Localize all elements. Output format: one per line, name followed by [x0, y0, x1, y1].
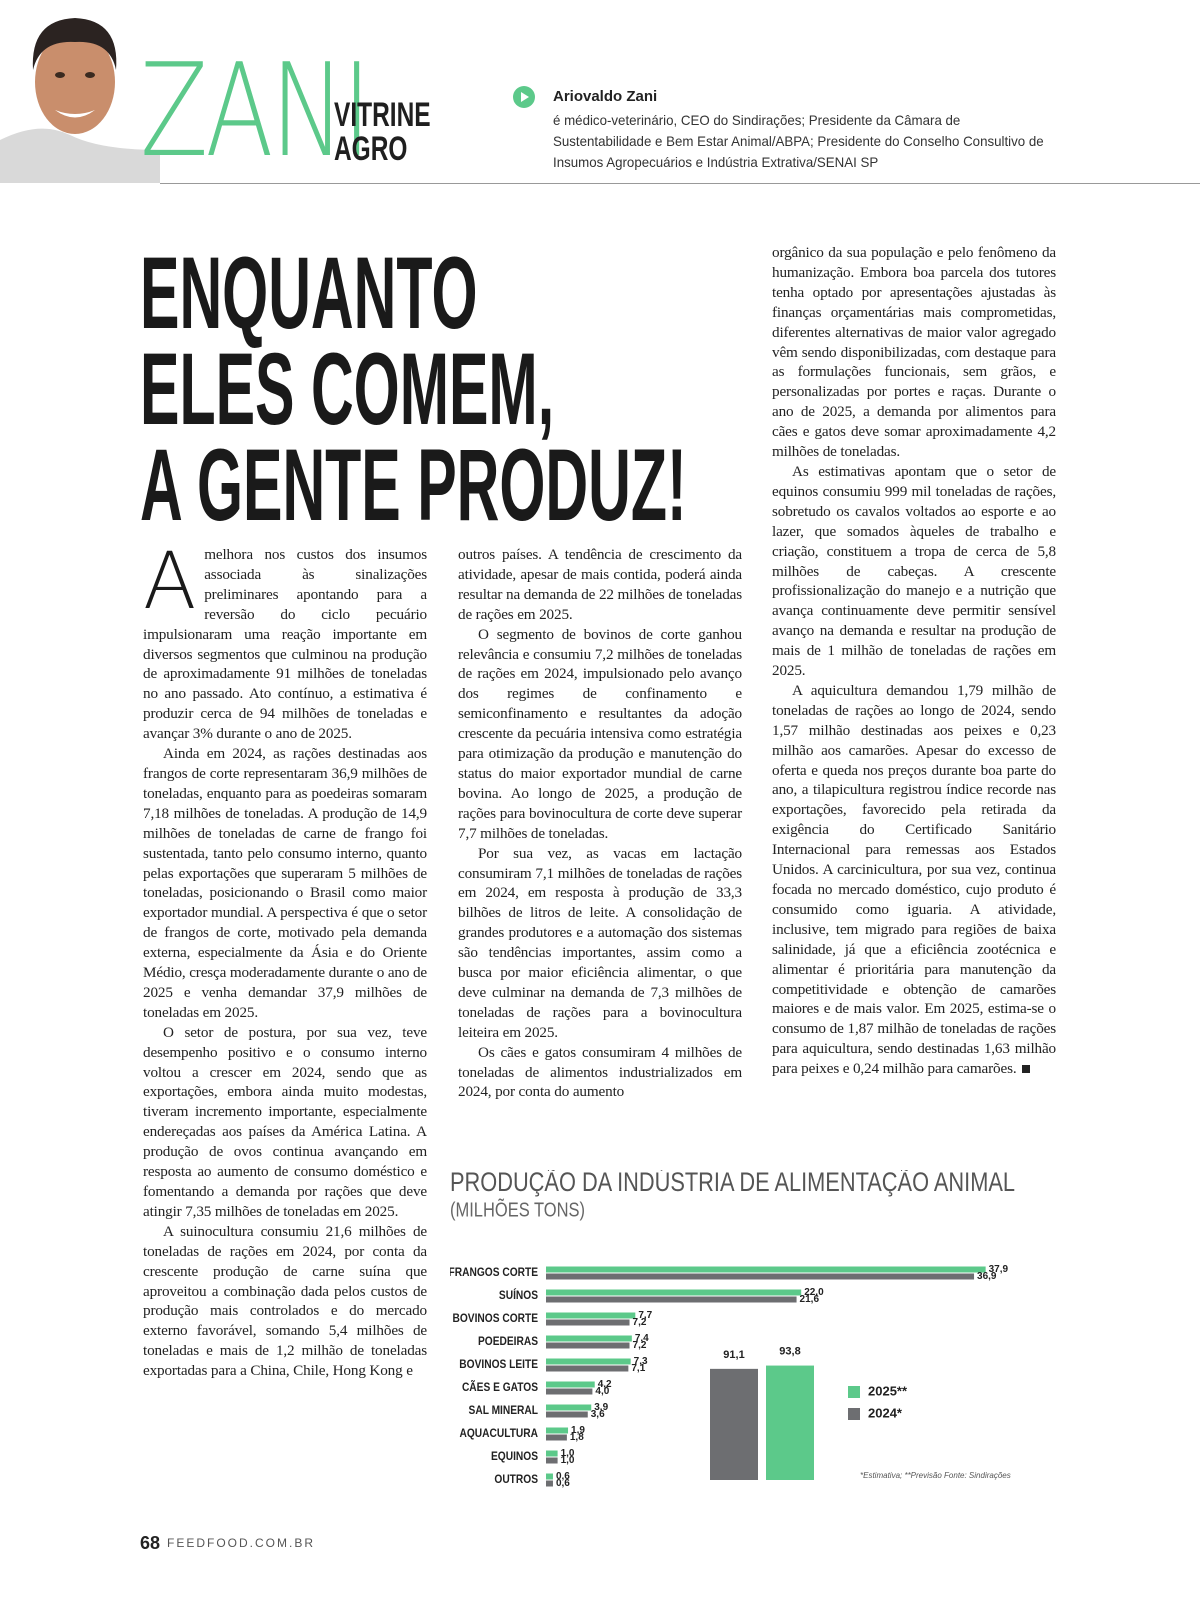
- bar: [546, 1319, 630, 1326]
- paragraph: A melhora nos custos dos insumos associa…: [143, 537, 427, 743]
- text-column: A melhora nos custos dos insumos associa…: [143, 537, 427, 1381]
- value-label: 7,3: [634, 1356, 648, 1367]
- paragraph: Os cães e gatos consumiram 4 milhões de …: [458, 1043, 742, 1101]
- category-label: BOVINOS CORTE: [453, 1312, 538, 1325]
- author-photo: [0, 0, 160, 183]
- bar: [546, 1342, 630, 1349]
- category-label: FRANGOS CORTE: [450, 1266, 538, 1279]
- page-number: 68: [140, 1533, 161, 1553]
- value-label: 3,6: [591, 1409, 605, 1420]
- text-column: orgânico da sua população e pelo fenômen…: [772, 243, 1056, 1079]
- value-label: 4,0: [595, 1386, 609, 1397]
- author-bio: é médico-veterinário, CEO do Sindirações…: [553, 112, 1044, 170]
- legend-label: 2025**: [868, 1383, 908, 1398]
- paragraph: As estimativas apontam que o setor de eq…: [772, 462, 1056, 680]
- bar: [546, 1450, 558, 1457]
- paragraph: Ainda em 2024, as rações destinadas aos …: [143, 745, 427, 1021]
- section-line: VITRINE: [334, 96, 431, 134]
- value-label: 1,8: [570, 1432, 584, 1443]
- bar: [546, 1266, 986, 1273]
- bar: [546, 1404, 592, 1411]
- value-label: 7,2: [633, 1340, 647, 1351]
- text-column: outros países. A tendência de cresciment…: [458, 545, 742, 1102]
- category-label: SAL MINERAL: [469, 1404, 539, 1417]
- category-label: AQUACULTURA: [460, 1427, 538, 1440]
- bar: [546, 1358, 631, 1365]
- play-icon: [513, 86, 535, 108]
- chart-note: *Estimativa; **Previsão Fonte: Sindiraçõ…: [860, 1471, 1011, 1480]
- paragraph: O setor de postura, por sua vez, teve de…: [143, 1023, 427, 1220]
- value-label: 1,9: [571, 1425, 585, 1436]
- value-label: 7,1: [631, 1363, 645, 1374]
- category-label: BOVINOS LEITE: [459, 1358, 538, 1371]
- bar: [546, 1296, 797, 1303]
- value-label: 0,6: [556, 1471, 570, 1482]
- header-rule: [160, 183, 1200, 184]
- legend-label: 2024*: [868, 1405, 903, 1420]
- bar: [546, 1457, 558, 1464]
- paragraph: orgânico da sua população e pelo fenômen…: [772, 244, 1056, 461]
- value-label: 1,0: [561, 1448, 575, 1459]
- section-line: AGRO: [334, 130, 408, 168]
- author-name: Ariovaldo Zani: [553, 88, 658, 105]
- section-name: VITRINE AGRO: [334, 98, 431, 166]
- chart-title: PRODUÇÃO DA INDÚSTRIA DE ALIMENTAÇÃO ANI…: [450, 1170, 1015, 1197]
- site-name: FEEDFOOD.COM.BR: [167, 1536, 316, 1550]
- value-label: 3,9: [594, 1402, 608, 1413]
- category-label: OUTROS: [494, 1473, 538, 1486]
- bar: [546, 1273, 975, 1280]
- value-label: 21,6: [800, 1294, 820, 1305]
- legend-swatch: [848, 1386, 860, 1398]
- bar: [546, 1480, 553, 1487]
- bar: [546, 1289, 802, 1296]
- total-label: 91,1: [723, 1349, 744, 1361]
- category-label: POEDEIRAS: [478, 1335, 538, 1348]
- paragraph: outros países. A tendência de cresciment…: [458, 546, 742, 623]
- value-label: 7,4: [635, 1333, 649, 1344]
- category-label: EQUINOS: [491, 1450, 538, 1463]
- title-line: ELES COMEM,: [140, 332, 555, 446]
- title-line: ENQUANTO: [140, 236, 478, 350]
- chart: PRODUÇÃO DA INDÚSTRIA DE ALIMENTAÇÃO ANI…: [450, 1170, 1015, 1489]
- bar: [546, 1427, 569, 1434]
- value-label: 4,2: [598, 1379, 612, 1390]
- value-label: 0,6: [556, 1478, 570, 1489]
- paragraph: O segmento de bovinos de corte ganhou re…: [458, 625, 742, 842]
- title-line: A GENTE PRODUZ!: [140, 428, 687, 542]
- paragraph: Por sua vez, as vacas em lactação consum…: [458, 844, 742, 1041]
- category-label: SUÍNOS: [499, 1288, 538, 1302]
- bar: [546, 1473, 553, 1480]
- total-label: 93,8: [779, 1345, 800, 1357]
- bar: [546, 1434, 567, 1441]
- paragraph: A aquicultura demandou 1,79 milhão de to…: [772, 681, 1056, 1078]
- value-label: 1,0: [561, 1455, 575, 1466]
- bar: [546, 1388, 593, 1395]
- bar: [546, 1411, 588, 1418]
- value-label: 7,2: [633, 1317, 647, 1328]
- total-bar: [710, 1368, 758, 1480]
- article-title: ENQUANTO ELES COMEM, A GENTE PRODUZ!: [140, 236, 687, 542]
- bar: [546, 1312, 636, 1319]
- bar: [546, 1381, 595, 1388]
- legend-swatch: [848, 1408, 860, 1420]
- value-label: 37,9: [989, 1264, 1009, 1275]
- value-label: 7,7: [638, 1310, 652, 1321]
- bar: [546, 1335, 632, 1342]
- column-name: ZANI: [140, 37, 371, 186]
- category-label: CÃES E GATOS: [462, 1380, 538, 1394]
- bar: [546, 1365, 629, 1372]
- value-label: 22,0: [804, 1287, 824, 1298]
- paragraph: A suinocultura consumiu 21,6 milhões de …: [143, 1222, 427, 1380]
- chart-subtitle: (MILHÕES TONS): [450, 1197, 585, 1221]
- value-label: 36,9: [977, 1271, 997, 1282]
- total-bar: [766, 1365, 814, 1480]
